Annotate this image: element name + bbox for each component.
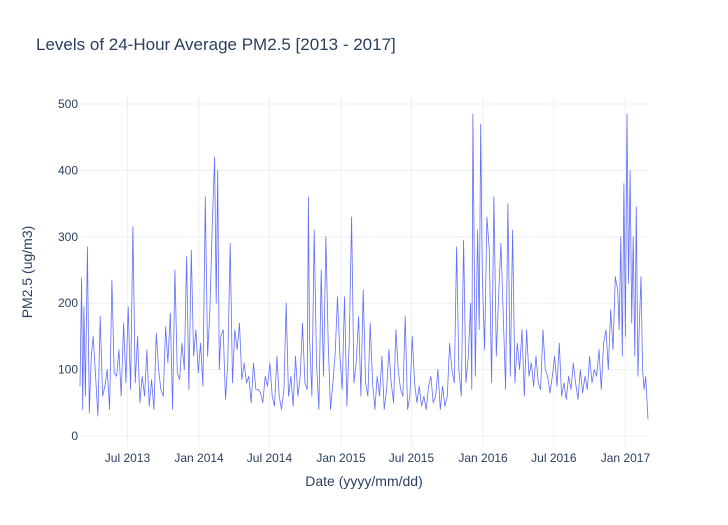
y-tick-label: 400 (58, 163, 78, 177)
x-tick-label: Jan 2015 (316, 451, 366, 465)
x-tick-label: Jan 2016 (458, 451, 508, 465)
pm25-series-line (79, 113, 649, 420)
y-tick-label: 0 (71, 429, 78, 443)
series-layer (79, 113, 649, 420)
chart-title: Levels of 24-Hour Average PM2.5 [2013 - … (36, 35, 396, 54)
y-axis-title: PM2.5 (ug/m3) (19, 226, 35, 319)
y-tick-label: 200 (58, 296, 78, 310)
x-tick-label: Jul 2013 (105, 451, 151, 465)
tick-layer: 0 100 200 300 400 500 Jul 2013 Jan 2014 Jul 2014… (58, 97, 650, 465)
grid-layer (80, 96, 648, 446)
x-tick-label: Jan 2014 (174, 451, 224, 465)
y-tick-label: 300 (58, 230, 78, 244)
y-tick-label: 100 (58, 363, 78, 377)
x-axis-title: Date (yyyy/mm/dd) (305, 473, 422, 489)
x-tick-label: Jul 2014 (247, 451, 293, 465)
y-tick-label: 500 (58, 97, 78, 111)
x-tick-label: Jul 2015 (389, 451, 435, 465)
x-tick-label: Jan 2017 (601, 451, 651, 465)
x-tick-label: Jul 2016 (531, 451, 577, 465)
